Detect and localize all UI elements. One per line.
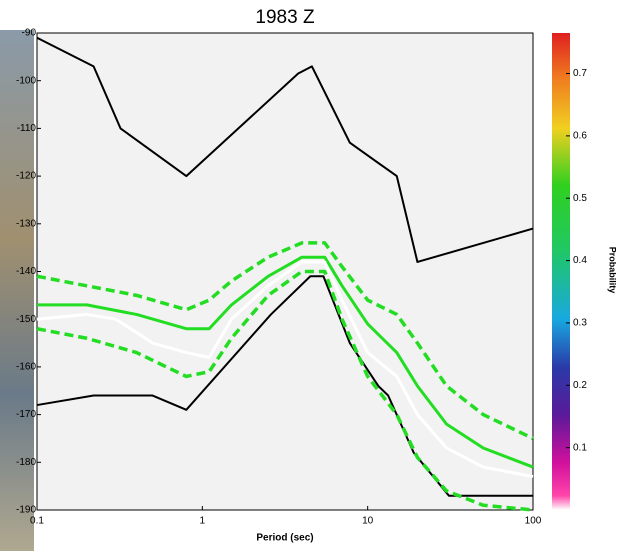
y-tick-label: -160	[16, 362, 36, 373]
y-tick-label: -130	[16, 218, 36, 229]
x-tick-label: 0.1	[30, 516, 44, 527]
series-line	[37, 255, 534, 469]
x-axis-label: Period (sec)	[256, 533, 313, 544]
series-line	[36, 36, 534, 263]
y-tick-label: -140	[16, 266, 36, 277]
chart-title: 1983 Z	[255, 7, 315, 28]
series-line	[36, 241, 534, 441]
colorbar-tick-label: 0.3	[573, 318, 587, 329]
y-tick-label: -190	[16, 505, 36, 516]
colorbar-tick-label: 0.1	[573, 442, 587, 453]
colorbar-tick-label: 0.7	[573, 68, 587, 79]
colorbar	[552, 33, 570, 510]
background-photo	[0, 30, 34, 551]
x-tick-label: 10	[362, 516, 374, 527]
colorbar-tick-label: 0.6	[573, 131, 587, 142]
y-tick-label: -90	[22, 28, 37, 39]
colorbar-label: Probability	[608, 247, 618, 294]
x-tick-label: 1	[200, 516, 206, 527]
plot-area	[36, 32, 534, 511]
y-tick-label: -110	[17, 123, 37, 134]
y-tick-label: -120	[16, 171, 36, 182]
y-tick-label: -150	[16, 314, 36, 325]
colorbar-tick-label: 0.4	[573, 255, 587, 266]
colorbar-tick-label: 0.2	[573, 380, 587, 391]
y-tick-label: -100	[16, 75, 36, 86]
series-line	[36, 269, 534, 512]
series-line	[36, 260, 534, 479]
y-tick-label: -180	[16, 457, 36, 468]
colorbar-tick-label: 0.5	[573, 193, 587, 204]
x-tick-label: 100	[525, 516, 542, 527]
y-tick-label: -170	[16, 409, 36, 420]
